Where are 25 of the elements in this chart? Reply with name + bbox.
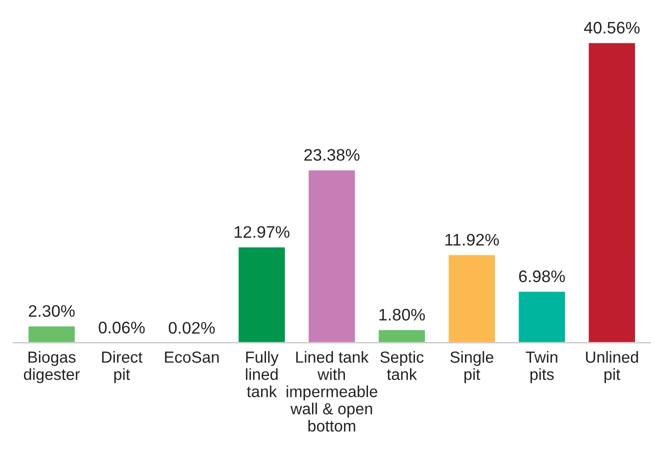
x-tick-label: Unlined pit <box>586 351 638 384</box>
data-label: 12.97% <box>234 226 290 238</box>
bar <box>587 42 636 343</box>
data-label: 0.06% <box>98 322 145 334</box>
x-tick-label: Twin pits <box>526 351 558 384</box>
bar <box>27 325 76 343</box>
bar <box>517 290 566 343</box>
x-tick-label: EcoSan <box>165 352 219 363</box>
bar <box>237 246 286 343</box>
data-label: 11.92% <box>445 234 499 246</box>
bar <box>447 254 496 343</box>
x-tick-label: Biogas digester <box>24 351 80 384</box>
bar <box>307 168 356 343</box>
x-tick-label: Lined tank with impermeable wall & open bottom <box>286 351 378 432</box>
x-tick-label: Septic tank <box>380 351 424 380</box>
x-tick-label: Single pit <box>450 351 494 384</box>
x-tick-label: Direct pit <box>102 351 142 384</box>
data-label: 1.80% <box>379 308 425 321</box>
data-label: 6.98% <box>519 270 565 282</box>
bar <box>377 328 426 343</box>
data-label: 40.56% <box>584 22 640 34</box>
data-label: 23.38% <box>304 148 360 161</box>
x-tick-label: Fully lined tank <box>246 351 279 398</box>
data-label: 0.02% <box>168 322 215 334</box>
data-label: 2.30% <box>28 305 75 317</box>
